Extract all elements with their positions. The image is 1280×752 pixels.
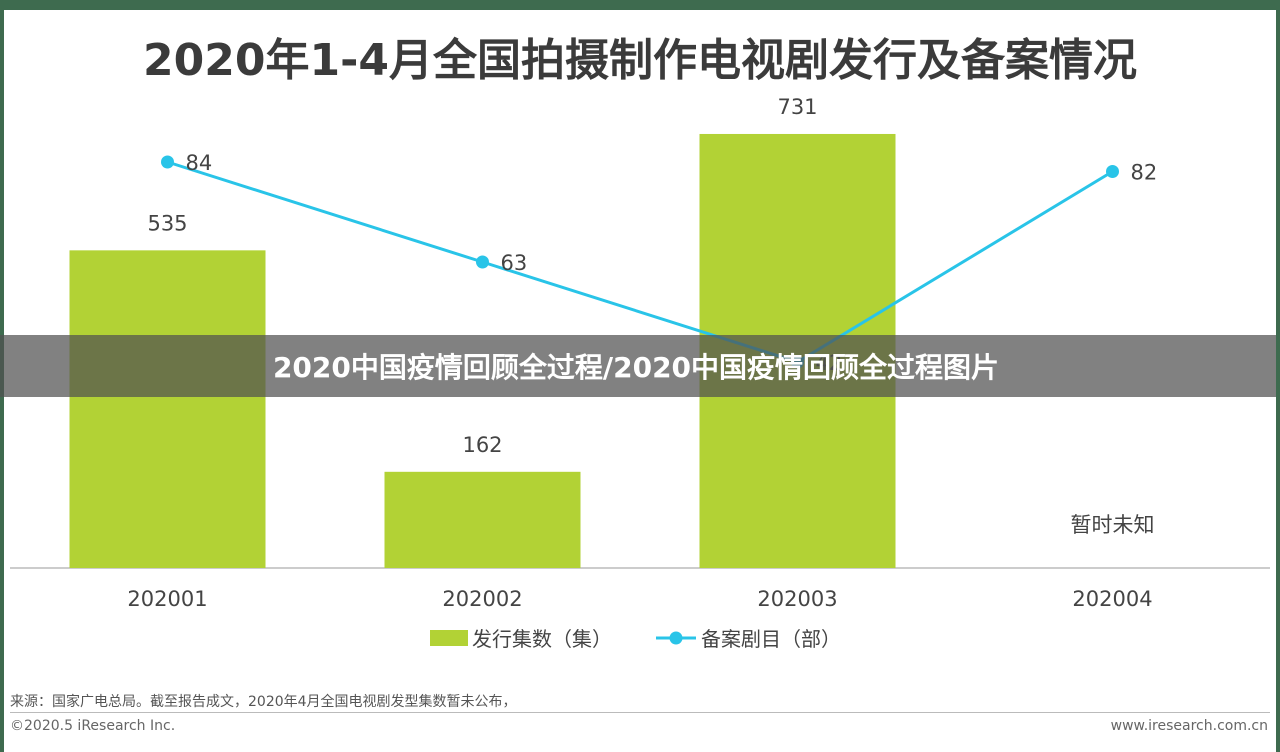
line-point-202002 — [476, 255, 489, 269]
legend-swatch-line-dot — [669, 631, 683, 645]
bar-label-202004: 暂时未知 — [1071, 513, 1155, 537]
legend-label-line: 备案剧目（部） — [701, 627, 841, 651]
bar-202001 — [69, 250, 266, 568]
x-tick-202001: 202001 — [127, 587, 207, 611]
footer-divider — [10, 712, 1270, 713]
line-series-path — [167, 160, 1114, 364]
overlay-text: 2020中国疫情回顾全过程/2020中国疫情回顾全过程图片 — [272, 351, 1000, 384]
x-tick-202002: 202002 — [442, 587, 522, 611]
legend-swatch-bars — [430, 630, 468, 646]
bar-label-202001: 535 — [147, 211, 187, 235]
x-tick-202003: 202003 — [757, 587, 837, 611]
line-label-202001: 84 — [186, 151, 213, 175]
website-text: www.iresearch.com.cn — [1110, 718, 1268, 734]
x-tick-202004: 202004 — [1072, 587, 1152, 611]
bar-label-202002: 162 — [462, 433, 502, 457]
line-label-202004: 82 — [1131, 161, 1158, 185]
line-label-202002: 63 — [501, 251, 528, 275]
line-point-202001 — [161, 155, 174, 169]
legend-label-bars: 发行集数（集） — [472, 627, 612, 651]
bar-label-202003: 731 — [777, 95, 817, 119]
copyright-text: ©2020.5 iResearch Inc. — [10, 718, 176, 734]
line-point-202004 — [1106, 165, 1119, 179]
source-note: 来源：国家广电总局。截至报告成文，2020年4月全国电视剧发型集数暂未公布， — [10, 694, 517, 710]
overlay-banner: 2020中国疫情回顾全过程/2020中国疫情回顾全过程图片 — [0, 335, 1276, 397]
chart-title: 2020年1-4月全国拍摄制作电视剧发行及备案情况 — [143, 35, 1137, 86]
bar-202002 — [384, 471, 581, 568]
